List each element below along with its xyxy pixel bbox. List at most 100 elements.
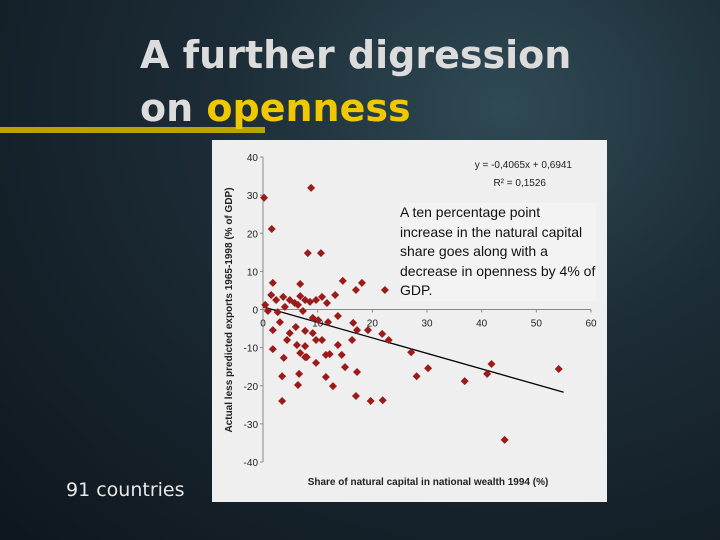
y-axis-label: Actual less predicted exports 1965-1998 …	[224, 187, 235, 432]
point	[308, 329, 317, 338]
point	[338, 276, 347, 285]
point	[263, 307, 272, 316]
point	[260, 193, 269, 202]
point	[412, 372, 421, 381]
point	[554, 364, 563, 373]
y-tick-label: 40	[247, 153, 259, 164]
point	[272, 295, 281, 304]
point	[268, 326, 277, 335]
x-tick-label: 10	[312, 319, 324, 330]
point	[318, 292, 327, 301]
point	[407, 348, 416, 357]
y-tick-label: -20	[244, 382, 259, 393]
point	[296, 279, 305, 288]
point	[483, 369, 492, 378]
equation: y = -0,4065x + 0,6941	[475, 160, 573, 171]
point	[325, 350, 334, 359]
y-tick-label: 0	[252, 306, 258, 317]
point	[353, 368, 362, 377]
point	[363, 326, 372, 335]
point	[261, 300, 270, 309]
plot-background	[212, 140, 607, 502]
x-tick-label: 0	[260, 319, 266, 330]
title-word: on	[140, 86, 193, 130]
point	[278, 397, 287, 405]
point	[333, 340, 342, 349]
point	[312, 358, 321, 367]
point	[312, 295, 321, 304]
point	[293, 380, 302, 389]
point	[318, 336, 327, 344]
y-tick-label: 10	[247, 267, 259, 278]
point	[296, 348, 305, 357]
point	[500, 435, 509, 444]
point	[296, 292, 305, 301]
point	[301, 353, 310, 362]
point	[306, 297, 315, 306]
point	[351, 392, 360, 401]
point	[285, 329, 294, 338]
point	[349, 318, 358, 327]
y-tick-label: 20	[247, 229, 259, 240]
point	[303, 249, 312, 258]
point	[341, 363, 349, 372]
point	[333, 311, 342, 320]
y-tick-label: -40	[244, 458, 259, 469]
point	[424, 364, 433, 373]
point	[322, 299, 331, 308]
point	[279, 353, 288, 362]
point	[293, 300, 302, 309]
point	[301, 326, 310, 335]
point	[268, 345, 277, 354]
point	[301, 342, 310, 351]
point	[298, 307, 307, 316]
r-squared: R² = 0,1526	[493, 178, 546, 189]
point	[267, 225, 276, 234]
point	[378, 329, 387, 338]
point	[324, 318, 333, 327]
x-tick-label: 60	[585, 319, 597, 330]
point	[280, 302, 289, 311]
point	[292, 340, 301, 349]
point	[268, 278, 277, 287]
point	[295, 369, 304, 378]
point	[279, 292, 288, 301]
point	[321, 372, 330, 381]
point	[307, 183, 316, 192]
y-tick-label: 30	[247, 191, 259, 202]
point	[328, 382, 337, 391]
point	[378, 396, 387, 405]
point	[316, 249, 325, 258]
x-tick-label: 30	[421, 319, 433, 330]
y-tick-label: -30	[244, 420, 259, 431]
point	[314, 316, 323, 325]
point	[337, 350, 346, 359]
title-underline	[0, 127, 265, 133]
point	[487, 360, 496, 369]
point	[267, 291, 276, 300]
x-tick-label: 40	[476, 319, 488, 330]
title-highlight: openness	[206, 86, 410, 130]
point	[291, 323, 300, 332]
point	[312, 336, 321, 344]
point	[353, 326, 362, 335]
point	[348, 336, 357, 344]
point	[460, 377, 469, 386]
point	[273, 308, 282, 317]
point	[384, 336, 393, 344]
footer: 91 countries	[66, 479, 185, 501]
point	[366, 397, 375, 405]
x-tick-label: 50	[531, 319, 543, 330]
annotation: A ten percentage point increase in the n…	[400, 203, 596, 301]
title-line1: A further digression	[140, 33, 571, 77]
point	[283, 336, 292, 344]
point	[331, 291, 340, 300]
point	[380, 286, 389, 295]
y-tick-label: -10	[244, 344, 259, 355]
title-line2: on openness	[140, 86, 411, 130]
point	[275, 318, 284, 327]
x-tick-label: 20	[367, 319, 379, 330]
x-axis-label: Share of natural capital in national wea…	[308, 477, 549, 488]
